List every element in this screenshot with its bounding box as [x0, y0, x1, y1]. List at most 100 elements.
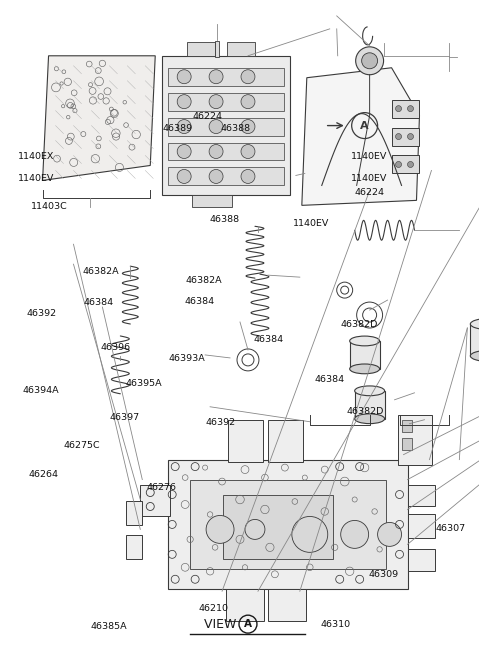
Bar: [192, 195, 232, 208]
Bar: [168, 67, 284, 86]
Circle shape: [241, 69, 255, 84]
Circle shape: [408, 162, 413, 168]
Text: 46382D: 46382D: [340, 320, 377, 329]
Circle shape: [396, 105, 402, 111]
Circle shape: [241, 170, 255, 183]
Bar: [168, 168, 284, 185]
Text: 46397: 46397: [109, 413, 139, 422]
Text: 46382A: 46382A: [186, 276, 222, 285]
Text: 46382D: 46382D: [347, 407, 384, 415]
Bar: [355, 391, 384, 419]
Bar: [392, 155, 420, 174]
Text: 1140EV: 1140EV: [293, 219, 329, 227]
Bar: [470, 324, 480, 356]
Text: 46396: 46396: [100, 343, 131, 352]
Text: 46210: 46210: [199, 604, 228, 613]
Text: 46224: 46224: [354, 188, 384, 196]
Bar: [350, 341, 380, 369]
Text: 46307: 46307: [435, 524, 466, 533]
Text: 46310: 46310: [321, 620, 351, 629]
Text: VIEW: VIEW: [204, 618, 240, 631]
Ellipse shape: [470, 318, 480, 329]
Circle shape: [378, 523, 402, 546]
Circle shape: [408, 134, 413, 140]
Text: 1140EX: 1140EX: [17, 152, 54, 161]
Bar: [408, 550, 435, 571]
Bar: [226, 590, 264, 621]
Circle shape: [361, 53, 378, 69]
Ellipse shape: [350, 336, 380, 346]
Circle shape: [206, 515, 234, 544]
Text: 46394A: 46394A: [22, 386, 59, 396]
Text: 46395A: 46395A: [126, 379, 163, 388]
Circle shape: [177, 95, 191, 109]
Bar: [126, 535, 142, 559]
Bar: [268, 420, 303, 462]
Text: 46385A: 46385A: [90, 622, 127, 631]
Circle shape: [241, 95, 255, 109]
Circle shape: [341, 521, 369, 548]
Text: 46389: 46389: [163, 124, 193, 134]
Text: A: A: [244, 619, 252, 629]
Bar: [168, 118, 284, 136]
Bar: [227, 42, 255, 56]
Text: 46384: 46384: [84, 298, 114, 307]
Text: 46384: 46384: [253, 335, 284, 344]
Circle shape: [209, 120, 223, 134]
Circle shape: [241, 145, 255, 159]
Bar: [402, 438, 411, 449]
Bar: [392, 100, 420, 118]
Text: 46388: 46388: [210, 215, 240, 224]
Bar: [162, 56, 290, 195]
Text: 1140EV: 1140EV: [351, 174, 387, 183]
Bar: [168, 143, 284, 160]
Text: 46224: 46224: [192, 112, 222, 121]
Bar: [228, 420, 263, 462]
Circle shape: [356, 47, 384, 75]
Text: 11403C: 11403C: [31, 202, 68, 211]
Bar: [268, 590, 306, 621]
Circle shape: [177, 69, 191, 84]
Bar: [215, 41, 219, 57]
Bar: [408, 485, 435, 506]
Bar: [392, 128, 420, 145]
Circle shape: [241, 120, 255, 134]
Bar: [408, 514, 435, 538]
Ellipse shape: [355, 386, 384, 396]
Circle shape: [177, 145, 191, 159]
Bar: [126, 502, 142, 525]
Bar: [223, 495, 333, 559]
Bar: [140, 485, 170, 516]
Text: 46392: 46392: [26, 309, 57, 318]
Ellipse shape: [355, 414, 384, 424]
Circle shape: [209, 145, 223, 159]
Circle shape: [292, 516, 328, 552]
Text: 1140EV: 1140EV: [351, 152, 387, 161]
Text: A: A: [360, 121, 369, 130]
Text: 46384: 46384: [184, 297, 215, 306]
Text: 1140EV: 1140EV: [17, 174, 54, 183]
Circle shape: [177, 120, 191, 134]
Text: 46393A: 46393A: [168, 354, 205, 364]
Text: 46264: 46264: [29, 470, 59, 479]
Text: 46309: 46309: [369, 570, 399, 579]
Polygon shape: [302, 67, 420, 206]
Bar: [397, 415, 432, 464]
Circle shape: [408, 105, 413, 111]
Circle shape: [177, 170, 191, 183]
Circle shape: [209, 95, 223, 109]
Text: 46388: 46388: [220, 124, 250, 134]
Text: 46392: 46392: [206, 418, 236, 426]
Text: 46382A: 46382A: [83, 267, 120, 276]
Circle shape: [396, 134, 402, 140]
Circle shape: [209, 170, 223, 183]
Text: 46276: 46276: [146, 483, 176, 492]
Polygon shape: [43, 56, 155, 180]
Bar: [190, 479, 385, 569]
Bar: [168, 460, 408, 590]
Text: 46384: 46384: [315, 375, 345, 384]
Circle shape: [245, 519, 265, 539]
Ellipse shape: [470, 350, 480, 362]
Bar: [402, 420, 411, 432]
Bar: [187, 42, 215, 56]
